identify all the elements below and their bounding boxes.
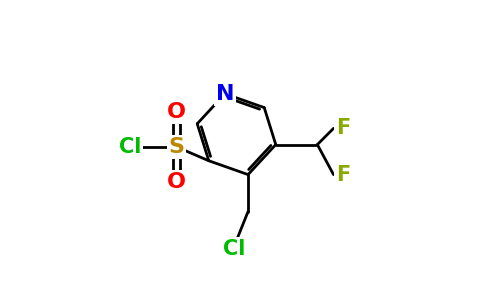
Text: N: N <box>216 84 234 104</box>
Text: F: F <box>336 165 350 184</box>
Text: Cl: Cl <box>120 137 142 157</box>
Text: F: F <box>336 118 350 138</box>
Text: O: O <box>167 102 186 122</box>
Text: O: O <box>167 172 186 191</box>
Text: Cl: Cl <box>223 238 245 259</box>
Text: S: S <box>168 137 184 157</box>
